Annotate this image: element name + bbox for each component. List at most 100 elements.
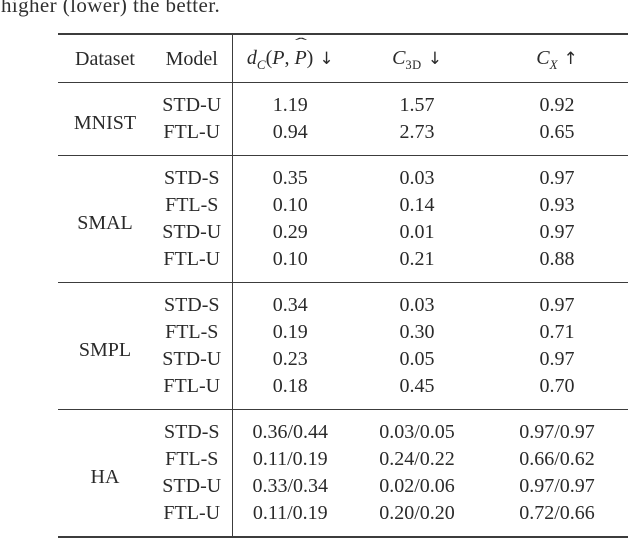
model-cell: FTL-U xyxy=(163,121,221,143)
c3d-value-cell: 0.03 xyxy=(399,167,435,189)
header-row: Dataset Model dC(P, ˆ P) ↓ C3D ↓ CX ↑ xyxy=(58,34,628,83)
model-cell: STD-S xyxy=(163,421,220,443)
cx-value-cell: 0.88 xyxy=(539,248,575,270)
table-row: STD-U 0.33/0.34 0.02/0.06 0.97/0.97 xyxy=(58,473,628,500)
caption-fragment: higher (lower) the better. xyxy=(1,0,221,17)
math-cal-c: C xyxy=(392,47,406,69)
c3d-value-cell: 0.02/0.06 xyxy=(379,475,455,497)
table-row: FTL-U 0.94 2.73 0.65 xyxy=(58,119,628,156)
table-row: FTL-S 0.11/0.19 0.24/0.22 0.66/0.62 xyxy=(58,446,628,473)
dc-value-cell: 0.29 xyxy=(231,219,348,246)
up-arrow-icon: ↑ xyxy=(563,49,578,69)
dataset-cell: MNIST xyxy=(73,112,137,134)
group-ha: HA STD-S 0.36/0.44 0.03/0.05 0.97/0.97 F… xyxy=(58,409,628,537)
model-cell: STD-U xyxy=(162,348,222,370)
down-arrow-icon: ↓ xyxy=(319,49,334,69)
dc-value-cell: 0.35 xyxy=(231,155,348,192)
table-row: SMAL STD-S 0.35 0.03 0.97 xyxy=(58,155,628,234)
c3d-value-cell: 0.14 xyxy=(399,194,435,216)
table-row: FTL-U 0.10 0.21 0.88 xyxy=(58,246,628,283)
c3d-value-cell: 0.03/0.05 xyxy=(379,421,455,443)
model-cell: FTL-S xyxy=(165,194,219,216)
model-cell: FTL-S xyxy=(165,321,219,343)
c3d-value-cell: 0.03 xyxy=(399,294,435,316)
model-cell: STD-U xyxy=(162,475,222,497)
cx-value-cell: 0.70 xyxy=(539,375,575,397)
c3d-value-cell: 0.05 xyxy=(399,348,435,370)
model-cell: STD-S xyxy=(163,294,220,316)
table-row: HA STD-S 0.36/0.44 0.03/0.05 0.97/0.97 xyxy=(58,409,628,488)
table-row: SMPL STD-S 0.34 0.03 0.97 xyxy=(58,282,628,361)
header-chamfer-metric: dC(P, ˆ P) ↓ xyxy=(231,34,348,83)
widehat-accent: ˆ xyxy=(294,36,307,52)
results-table-wrapper: Dataset Model dC(P, ˆ P) ↓ C3D ↓ CX ↑ MNIST … xyxy=(58,33,628,538)
results-table: Dataset Model dC(P, ˆ P) ↓ C3D ↓ CX ↑ MNIST … xyxy=(58,33,628,538)
model-cell: FTL-U xyxy=(163,502,221,524)
header-c3d-metric: C3D ↓ xyxy=(348,34,486,83)
c3d-value-cell: 0.30 xyxy=(399,321,435,343)
group-mnist: MNIST STD-U 1.19 1.57 0.92 FTL-U 0.94 2.… xyxy=(58,82,628,156)
dataset-cell: SMAL xyxy=(77,212,133,234)
table-row: MNIST STD-U 1.19 1.57 0.92 xyxy=(58,82,628,134)
math-d: d xyxy=(246,47,257,69)
dc-value-cell: 0.23 xyxy=(231,346,348,373)
dc-value-cell: 0.10 xyxy=(231,246,348,283)
cx-value-cell: 0.97 xyxy=(539,167,575,189)
dc-value-cell: 0.36/0.44 xyxy=(231,409,348,446)
math-comma: , xyxy=(284,47,295,69)
dc-value-cell: 0.18 xyxy=(231,373,348,410)
cx-value-cell: 0.93 xyxy=(539,194,575,216)
dc-value-cell: 0.11/0.19 xyxy=(231,446,348,473)
dc-value-cell: 0.33/0.34 xyxy=(231,473,348,500)
dc-value-cell: 0.94 xyxy=(231,119,348,156)
cx-value-cell: 0.92 xyxy=(539,94,575,116)
table-row: STD-U 0.23 0.05 0.97 xyxy=(58,346,628,373)
dataset-cell: HA xyxy=(90,466,120,488)
math-paren-close: ) xyxy=(306,47,314,69)
header-dataset: Dataset xyxy=(58,34,152,83)
model-cell: STD-S xyxy=(163,167,220,189)
model-cell: FTL-S xyxy=(165,448,219,470)
model-cell: STD-U xyxy=(162,221,222,243)
cx-value-cell: 0.97/0.97 xyxy=(519,421,595,443)
dc-value-cell: 0.34 xyxy=(231,282,348,319)
cx-value-cell: 0.97 xyxy=(539,294,575,316)
cx-value-cell: 0.72/0.66 xyxy=(519,502,595,524)
down-arrow-icon: ↓ xyxy=(427,49,442,69)
cx-value-cell: 0.66/0.62 xyxy=(519,448,595,470)
header-model: Model xyxy=(152,34,232,83)
math-p: P xyxy=(272,47,285,69)
dc-value-cell: 1.19 xyxy=(231,82,348,119)
dc-value-cell: 0.10 xyxy=(231,192,348,219)
c3d-value-cell: 0.20/0.20 xyxy=(379,502,455,524)
model-cell: FTL-U xyxy=(163,248,221,270)
cx-value-cell: 0.65 xyxy=(539,121,575,143)
model-cell: FTL-U xyxy=(163,375,221,397)
c3d-value-cell: 1.57 xyxy=(399,94,435,116)
cx-value-cell: 0.97 xyxy=(539,221,575,243)
table-header: Dataset Model dC(P, ˆ P) ↓ C3D ↓ CX ↑ xyxy=(58,34,628,83)
math-paren-open: ( xyxy=(265,47,273,69)
dataset-cell: SMPL xyxy=(78,339,132,361)
c3d-value-cell: 2.73 xyxy=(399,121,435,143)
table-row: FTL-U 0.11/0.19 0.20/0.20 0.72/0.66 xyxy=(58,500,628,537)
table-row: FTL-U 0.18 0.45 0.70 xyxy=(58,373,628,410)
dc-value-cell: 0.19 xyxy=(231,319,348,346)
table-row: STD-U 0.29 0.01 0.97 xyxy=(58,219,628,246)
cx-value-cell: 0.71 xyxy=(539,321,575,343)
math-d-subscript: C xyxy=(256,57,266,72)
c3d-value-cell: 0.21 xyxy=(399,248,435,270)
c3d-value-cell: 0.45 xyxy=(399,375,435,397)
c3d-value-cell: 0.24/0.22 xyxy=(379,448,455,470)
dc-value-cell: 0.11/0.19 xyxy=(231,500,348,537)
c3d-value-cell: 0.01 xyxy=(399,221,435,243)
math-cal-c: C xyxy=(536,47,550,69)
table-row: FTL-S 0.19 0.30 0.71 xyxy=(58,319,628,346)
cx-value-cell: 0.97 xyxy=(539,348,575,370)
math-x-subscript: X xyxy=(549,57,558,72)
group-smal: SMAL STD-S 0.35 0.03 0.97 FTL-S 0.10 0.1… xyxy=(58,155,628,283)
header-cx-metric: CX ↑ xyxy=(486,34,628,83)
math-3d-subscript: 3D xyxy=(405,58,422,72)
model-cell: STD-U xyxy=(162,94,222,116)
